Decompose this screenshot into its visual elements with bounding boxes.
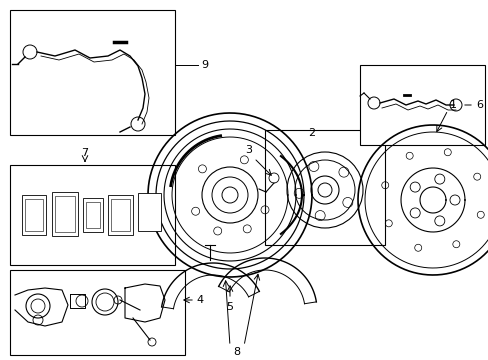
Bar (25, 199, 43, 231)
Bar (138, 193, 161, 231)
Bar (264, 130, 384, 245)
Bar (86, 202, 100, 228)
Text: 4: 4 (196, 295, 203, 305)
Bar (111, 199, 130, 231)
Polygon shape (15, 288, 68, 326)
Text: 6: 6 (475, 100, 483, 110)
Text: 3: 3 (245, 145, 252, 155)
Bar (108, 195, 133, 235)
Bar (83, 198, 103, 232)
Text: 9: 9 (201, 60, 208, 70)
Polygon shape (125, 284, 164, 322)
Bar (55, 196, 75, 232)
Text: 5: 5 (226, 302, 233, 312)
Bar (10, 165, 175, 265)
Text: 7: 7 (81, 148, 88, 158)
Bar (10, 270, 184, 355)
Bar (10, 10, 175, 135)
Text: 8: 8 (233, 347, 240, 357)
Text: 2: 2 (308, 128, 315, 138)
Bar (52, 192, 78, 236)
Bar (359, 65, 484, 145)
Text: 1: 1 (448, 100, 456, 110)
Bar (22, 195, 46, 235)
